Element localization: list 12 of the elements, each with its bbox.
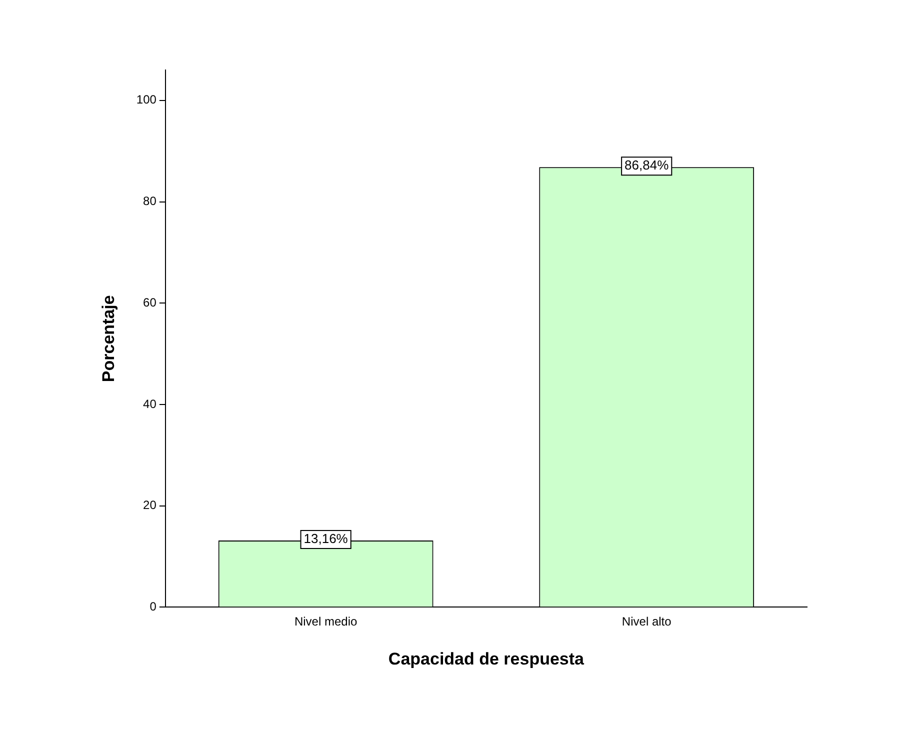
y-tick-label: 100 [136, 92, 157, 107]
y-tick-label: 40 [143, 396, 157, 411]
x-tick-label: Nivel medio [294, 614, 358, 629]
y-tick-label: 20 [143, 498, 157, 512]
data-label: 86,84% [624, 158, 670, 173]
y-tick-label: 60 [143, 295, 157, 310]
x-tick-label: Nivel alto [622, 614, 672, 629]
y-axis-title: Porcentaje [98, 295, 118, 382]
x-axis-title: Capacidad de respuesta [388, 649, 585, 668]
y-tick-label: 80 [143, 194, 157, 208]
data-label: 13,16% [304, 531, 348, 546]
y-tick-label: 0 [150, 600, 157, 614]
